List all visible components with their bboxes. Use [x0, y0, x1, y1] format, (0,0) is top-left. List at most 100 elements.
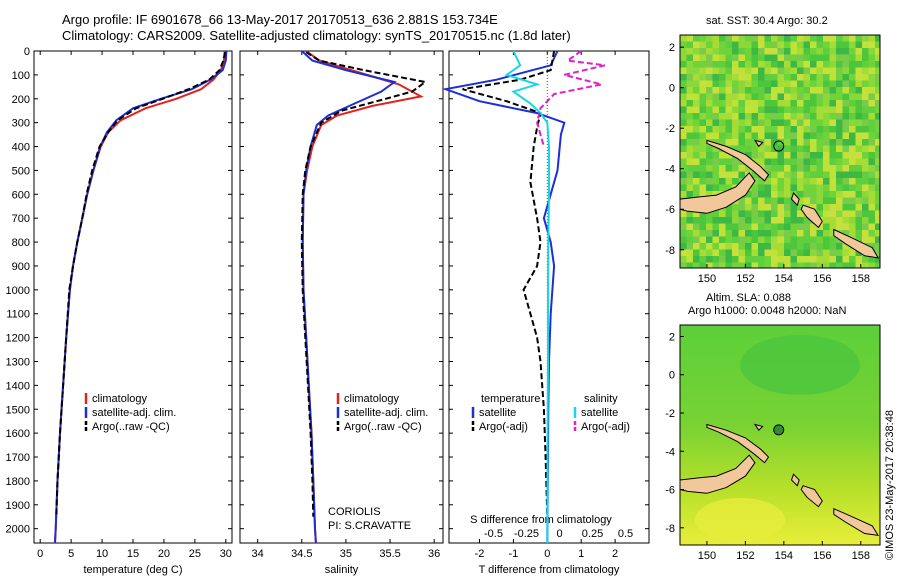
land-polygon — [753, 423, 764, 431]
map-frame — [679, 324, 881, 546]
profile-panel-difference: -2 -1 0 1 2 T difference from climatology S di… — [441, 50, 650, 576]
y-tick-label: 1000 — [6, 285, 30, 297]
land-polygon — [833, 228, 880, 259]
salinity-legend: climatology satellite-adj. clim. Argo(..ra… — [336, 393, 428, 433]
y-tick-label: 1100 — [6, 309, 30, 321]
land-polygon — [706, 423, 770, 464]
x-tick-label: 2 — [612, 548, 618, 560]
data-centre-label: CORIOLIS — [328, 506, 381, 518]
x-tick-label: 25 — [189, 548, 201, 560]
legend-label: satellite — [581, 407, 618, 419]
x-tick-label: 15 — [127, 548, 139, 560]
x-tick-label: 20 — [158, 548, 170, 560]
y-tick-label: 1900 — [6, 500, 30, 512]
y-tick-label: 800 — [12, 237, 30, 249]
panel-frame — [239, 50, 444, 544]
lon-tick-label: 152 — [736, 273, 754, 285]
map-frame — [679, 34, 881, 269]
lon-tick-label: 156 — [813, 550, 831, 562]
lat-tick-label: 0 — [669, 83, 675, 95]
series-line-salinity-argo-adj- — [536, 50, 606, 147]
lat-tick-label: 0 — [669, 370, 675, 382]
x-tick-label: 1 — [578, 548, 584, 560]
y-tick-label: 400 — [12, 142, 30, 154]
y-tick-label: 1800 — [6, 476, 30, 488]
float-position-marker — [773, 424, 785, 436]
x-tick-label: 0 — [544, 548, 550, 560]
y-tick-label: 1700 — [6, 452, 30, 464]
pi-label: PI: S.CRAVATTE — [328, 520, 411, 532]
profile-panel-temperature: 0100200300400500600700800900100011001200… — [6, 46, 233, 576]
lat-tick-label: -2 — [665, 408, 675, 420]
y-tick-label: 1200 — [6, 333, 30, 345]
top-tick-label: 0 — [556, 528, 562, 540]
top-axis-label: S difference from climatology — [470, 514, 612, 526]
y-tick-label: 300 — [12, 118, 30, 130]
x-tick-label: 0 — [37, 548, 43, 560]
lat-tick-label: -4 — [665, 164, 675, 176]
series-line-argo-raw-qc- — [55, 51, 227, 517]
lat-tick-label: -8 — [665, 523, 675, 535]
lat-tick-label: -6 — [665, 485, 675, 497]
lat-tick-label: -4 — [665, 446, 675, 458]
float-position-marker — [773, 140, 785, 152]
x-axis-label: T difference from climatology — [479, 564, 620, 576]
y-tick-label: 100 — [12, 70, 30, 82]
legend-label: Argo(..raw -QC) — [344, 421, 422, 433]
series-line-temperature-argo-adj- — [462, 50, 556, 517]
lat-tick-label: -6 — [665, 204, 675, 216]
x-tick-label: 5 — [68, 548, 74, 560]
land-polygon — [800, 485, 823, 508]
y-tick-label: 600 — [12, 189, 30, 201]
x-tick-label: -1 — [509, 548, 519, 560]
x-tick-label: 34.5 — [291, 548, 312, 560]
y-tick-label: 200 — [12, 94, 30, 106]
sla-map-title-line1: Altim. SLA: 0.088 — [706, 292, 791, 304]
lon-tick-label: 156 — [813, 273, 831, 285]
y-tick-label: 2000 — [6, 524, 30, 536]
land-polygon — [790, 192, 800, 207]
land-polygon — [753, 139, 764, 148]
y-tick-label: 900 — [12, 261, 30, 273]
land-polygon — [680, 454, 756, 494]
profile-panel-salinity: 34 34.5 35 35.5 36 salinity — [239, 50, 444, 576]
legend-label: satellite — [479, 407, 516, 419]
top-tick-label: -0.25 — [514, 528, 539, 540]
x-tick-label: 30 — [220, 548, 232, 560]
legend-label: climatology — [344, 393, 400, 405]
top-tick-label: 0.5 — [618, 528, 633, 540]
x-tick-label: 34 — [252, 548, 264, 560]
legend-title-temperature: temperature — [481, 393, 540, 405]
y-tick-label: 1400 — [6, 380, 30, 392]
series-line-salinity-satellite — [504, 50, 550, 544]
land-polygon — [833, 507, 880, 537]
legend-label: satellite-adj. clim. — [92, 407, 176, 419]
legend-label: Argo(..raw -QC) — [92, 421, 170, 433]
y-tick-label: 0 — [24, 46, 30, 58]
x-axis-label: salinity — [325, 564, 359, 576]
x-tick-label: -2 — [475, 548, 485, 560]
figure-title-line1: Argo profile: IF 6901678_66 13-May-2017 … — [62, 12, 498, 27]
lon-tick-label: 150 — [698, 273, 716, 285]
legend-label: climatology — [92, 393, 148, 405]
series-line-argo-raw-qc- — [300, 51, 428, 517]
x-tick-label: 36 — [428, 548, 440, 560]
x-tick-label: 35 — [340, 548, 352, 560]
legend-label: Argo(-adj) — [581, 421, 630, 433]
top-tick-label: 0.25 — [582, 528, 603, 540]
x-axis-label: temperature (deg C) — [83, 564, 182, 576]
lon-tick-label: 152 — [736, 550, 754, 562]
sla-map: 150 152 154 156 158 2 0 -2 -4 -6 -8 — [665, 324, 881, 562]
y-tick-label: 1500 — [6, 404, 30, 416]
land-polygon — [800, 204, 823, 229]
y-tick-label: 500 — [12, 165, 30, 177]
land-polygon — [706, 139, 770, 182]
lat-tick-label: -8 — [665, 245, 675, 257]
lon-tick-label: 154 — [775, 550, 793, 562]
y-tick-label: 1600 — [6, 428, 30, 440]
legend-title-salinity: salinity — [584, 393, 618, 405]
panel-frame — [33, 50, 233, 544]
lon-tick-label: 158 — [852, 273, 870, 285]
difference-legend: temperature salinity satellite Argo(-adj) sa… — [471, 393, 630, 433]
land-polygon — [680, 172, 756, 214]
